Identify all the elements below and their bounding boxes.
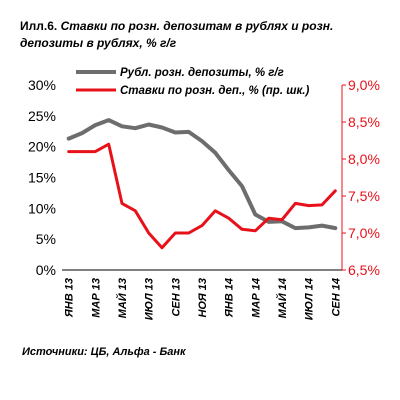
right-tick-label: 7,5% <box>348 188 380 204</box>
x-tick-label: ИЮЛ 14 <box>304 278 316 320</box>
left-tick-label: 0% <box>36 262 56 278</box>
right-tick-label: 6,5% <box>348 262 380 278</box>
x-tick-label: МАР 14 <box>250 278 262 318</box>
x-tick-label: СЕН 13 <box>170 278 182 317</box>
x-tick-label: ИЮЛ 13 <box>144 278 156 320</box>
chart-svg: 0% 5% 10% 15% 20% 25% 30% 6,5% 7,0% 7,5% 8,0% 8,5% 9… <box>28 67 380 320</box>
figure-number: Илл.6. <box>20 19 58 33</box>
x-tick-label: ЯНВ 13 <box>64 278 76 318</box>
legend-label: Ставки по розн. деп., % (пр. шк.) <box>120 85 309 97</box>
legend-label: Рубл. розн. депозиты, % г/г <box>120 67 284 79</box>
left-tick-label: 5% <box>36 231 56 247</box>
left-tick-label: 20% <box>28 139 56 155</box>
right-tick-label: 7,0% <box>348 225 380 241</box>
deposits-series-line <box>66 118 338 231</box>
right-tick-label: 8,5% <box>348 114 380 130</box>
right-tick-label: 9,0% <box>348 77 380 93</box>
left-tick-label: 10% <box>28 200 56 216</box>
chart-title: Илл.6. Ставки по розн. депозитам в рубля… <box>20 18 390 52</box>
left-tick-label: 25% <box>28 108 56 124</box>
x-tick-label: ЯНВ 14 <box>224 278 236 318</box>
right-tick-label: 8,0% <box>348 151 380 167</box>
x-tick-label: НОЯ 13 <box>197 278 209 318</box>
x-tick-label: МАР 13 <box>90 278 102 318</box>
x-tick-label: МАЙ 14 <box>276 278 289 318</box>
source-note: Источники: ЦБ, Альфа - Банк <box>22 346 186 358</box>
x-tick-label: СЕН 14 <box>330 278 342 317</box>
left-tick-label: 30% <box>28 77 56 93</box>
chart-title-text: Ставки по розн. депозитам в рублях и роз… <box>20 19 334 50</box>
left-tick-label: 15% <box>28 170 56 186</box>
rates-series-line <box>67 142 337 250</box>
x-tick-label: МАЙ 13 <box>116 278 129 318</box>
